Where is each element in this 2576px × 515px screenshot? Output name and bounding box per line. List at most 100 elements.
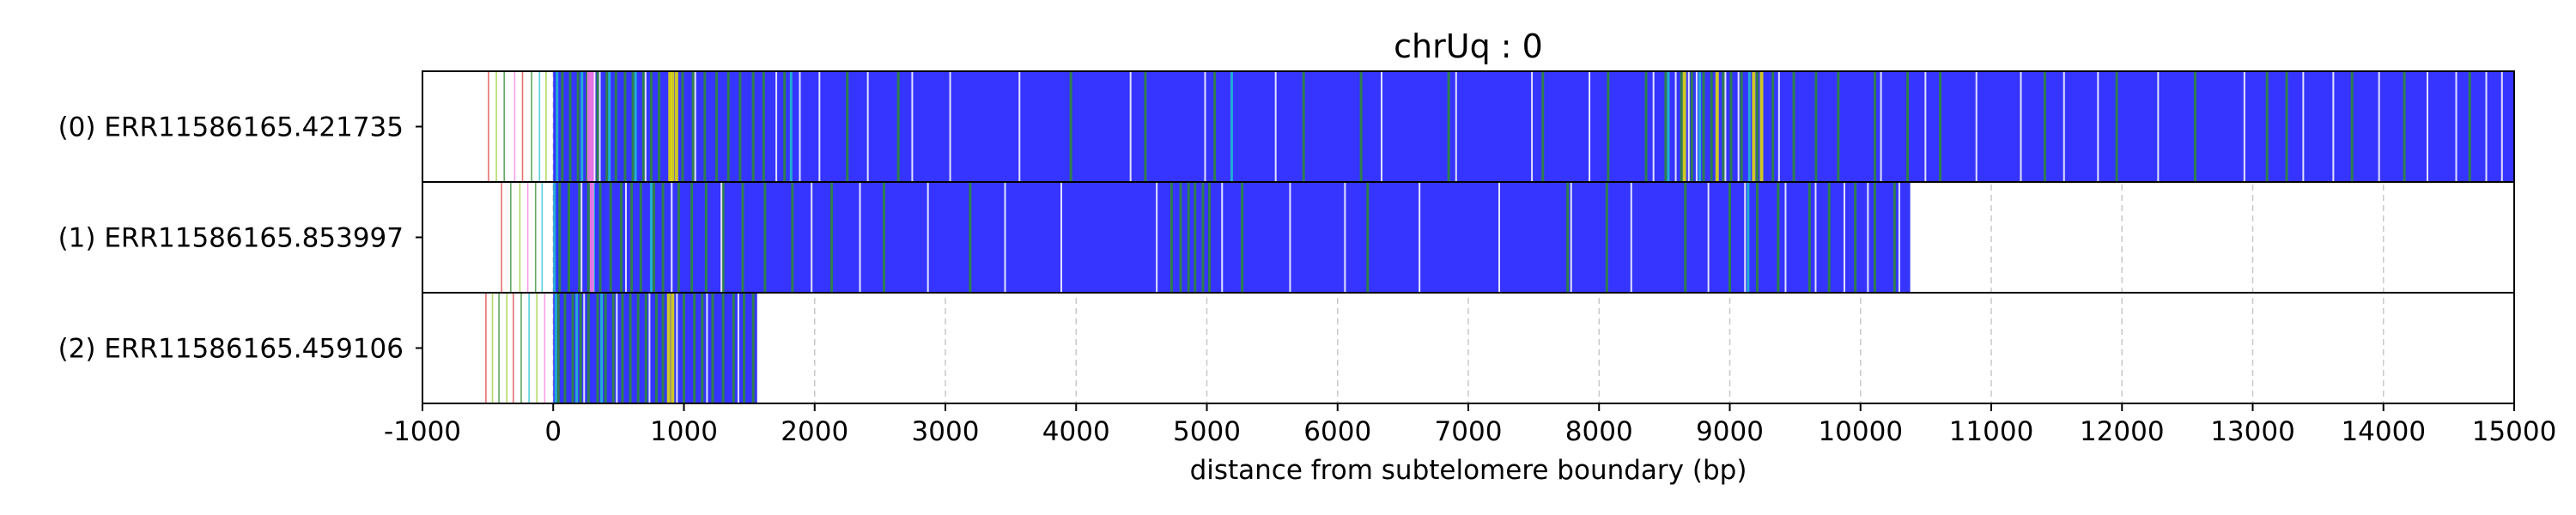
gap-mark-white [1274, 71, 1277, 182]
variant-mark-green [1208, 182, 1212, 293]
variant-mark-yellow [668, 71, 672, 182]
variant-mark-green [598, 182, 602, 293]
subtelomere-mark [491, 293, 494, 403]
gap-mark-white [1018, 71, 1021, 182]
variant-mark-green [1605, 182, 1608, 293]
variant-mark-green [641, 71, 645, 182]
variant-mark-green [614, 71, 617, 182]
x-axis: -1000 0 1000 2000 3000 4000 5000 6000 7000 8000 90… [384, 403, 2556, 447]
subtelomere-mark [526, 182, 529, 293]
gap-mark-white [911, 71, 914, 182]
variant-mark-green [721, 182, 725, 293]
variant-mark-green [1144, 71, 1147, 182]
subtelomere-mark [531, 71, 532, 182]
variant-mark-green [1939, 71, 1942, 182]
gap-mark-white [2302, 71, 2305, 182]
variant-mark-green [561, 71, 564, 182]
variant-mark-cyan [1667, 71, 1670, 182]
gap-mark-white [2063, 71, 2065, 182]
variant-mark-green [586, 71, 589, 182]
variant-mark-green [1792, 71, 1795, 182]
variant-mark-green [1179, 182, 1182, 293]
gap-mark-white [818, 71, 821, 182]
gap-mark-white [775, 71, 778, 182]
variant-mark-green [1302, 71, 1305, 182]
variant-mark-green [741, 182, 744, 293]
variant-mark-green [1187, 182, 1190, 293]
variant-mark-green [576, 71, 580, 182]
gap-mark-white [720, 182, 723, 293]
variant-mark-green [586, 293, 590, 403]
variant-mark-green [1447, 71, 1450, 182]
x-tick-label: 9000 [1696, 416, 1764, 447]
x-axis-label: distance from subtelomere boundary (bp) [1190, 455, 1747, 486]
variant-mark-green [1069, 71, 1072, 182]
gap-mark-white [1380, 71, 1382, 182]
variant-mark-green [1729, 71, 1733, 182]
subtelomere-mark [501, 182, 502, 293]
variant-mark-green [2285, 71, 2288, 182]
gap-mark-white [1531, 71, 1534, 182]
gap-mark-white [1570, 182, 1572, 293]
gap-mark-white [2097, 71, 2099, 182]
gap-mark-white [811, 182, 813, 293]
gap-mark-white [1204, 71, 1206, 182]
variant-mark-green [1690, 71, 1693, 182]
variant-mark-green [630, 182, 634, 293]
gap-mark-white [927, 182, 929, 293]
gap-mark-white [616, 293, 618, 403]
variant-mark-green [1644, 71, 1648, 182]
gap-mark-white [583, 293, 586, 403]
x-tick-label: 10000 [1818, 416, 1903, 447]
variant-mark-yellow [1759, 71, 1764, 182]
gap-mark-white [1737, 71, 1740, 182]
subtelomere-mark [506, 293, 508, 403]
subtelomere-mark [544, 293, 546, 403]
variant-mark-green [611, 293, 615, 403]
variant-mark-cyan [556, 71, 559, 182]
variant-mark-cyan [634, 71, 637, 182]
gap-mark-white [799, 71, 801, 182]
variant-mark-green [596, 71, 599, 182]
subtelomere-mark [528, 293, 530, 403]
variant-mark-green [649, 71, 653, 182]
variant-mark-green [605, 71, 609, 182]
variant-mark-green [609, 182, 612, 293]
x-tick-label: 1000 [650, 416, 718, 447]
subtelomere-mark [513, 71, 516, 182]
variant-mark-green [743, 293, 746, 403]
gap-mark-white [1630, 182, 1632, 293]
subtelomere-mark [488, 71, 489, 182]
variant-mark-green [2350, 71, 2354, 182]
gap-mark-white [1652, 71, 1655, 182]
read-tracks [485, 71, 2514, 403]
gap-mark-white [2157, 71, 2160, 182]
variant-mark-green [1728, 182, 1731, 293]
subtelomere-mark [519, 182, 521, 293]
variant-mark-cyan [649, 182, 653, 293]
variant-mark-pink [589, 182, 594, 293]
variant-mark-green [1854, 182, 1857, 293]
telomere-repeat-block [553, 182, 1911, 293]
variant-mark-yellow [671, 293, 675, 403]
variant-mark-green [556, 293, 560, 403]
variant-mark-green [791, 182, 794, 293]
variant-mark-green [579, 293, 582, 403]
variant-mark-green [969, 182, 972, 293]
read-track [501, 182, 1911, 293]
variant-mark-cyan [554, 293, 557, 403]
gap-mark-white [624, 182, 627, 293]
variant-mark-green [1541, 71, 1545, 182]
gap-mark-white [2378, 71, 2380, 182]
variant-mark-green [1566, 182, 1570, 293]
gap-mark-white [2455, 71, 2458, 182]
variant-mark-green [652, 182, 655, 293]
variant-mark-green [1359, 71, 1363, 182]
variant-mark-green [661, 293, 665, 403]
gap-mark-white [2332, 71, 2335, 182]
chart-title: chrUq : 0 [1394, 27, 1543, 65]
variant-mark-green [721, 293, 725, 403]
variant-mark-cyan [575, 293, 579, 403]
variant-mark-green [1755, 71, 1759, 182]
